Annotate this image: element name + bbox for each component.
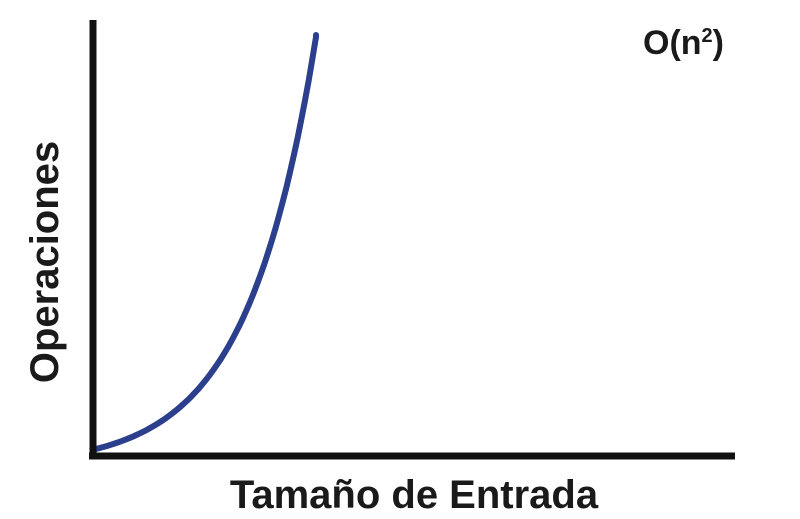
- annotation-base: O(n: [643, 24, 702, 62]
- x-axis-label: Tamaño de Entrada: [230, 473, 599, 517]
- series-line-n-squared: [93, 32, 319, 452]
- annotation-superscript: 2: [702, 25, 713, 47]
- y-axis-label: Operaciones: [23, 141, 67, 383]
- annotation-close: ): [713, 24, 724, 62]
- complexity-annotation: O(n2): [643, 24, 724, 62]
